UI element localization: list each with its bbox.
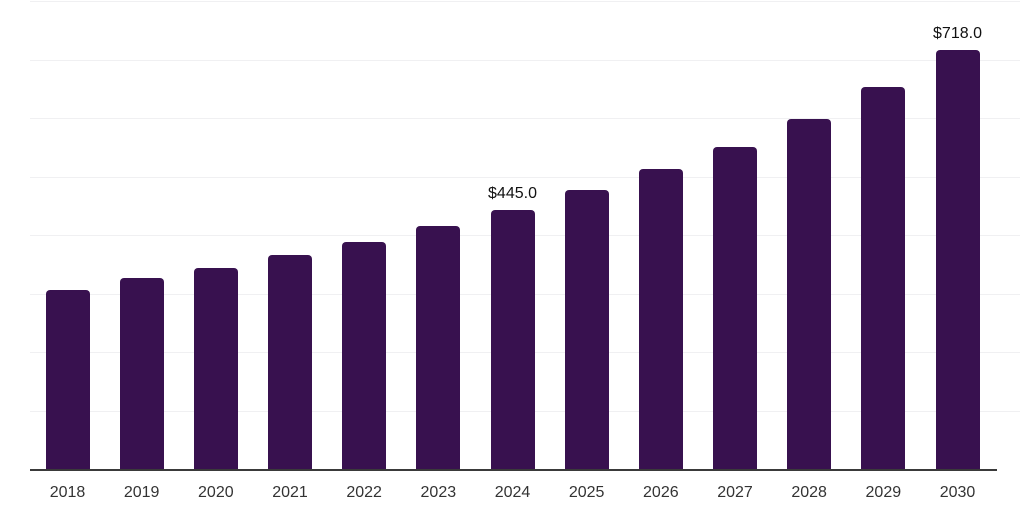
bar-2029 xyxy=(861,87,906,470)
bar-2021 xyxy=(268,254,312,470)
bar-2023 xyxy=(416,226,461,470)
gridline-600 xyxy=(30,118,1020,119)
gridline-500 xyxy=(30,176,1020,178)
x-tick-label-2029: 2029 xyxy=(865,484,902,501)
x-tick-label-2025: 2025 xyxy=(568,484,605,501)
bar-2025 xyxy=(564,190,609,470)
x-tick-label-2019: 2019 xyxy=(123,484,160,501)
value-label-2030: $718.0 xyxy=(933,24,982,42)
bar-2024 xyxy=(490,209,535,470)
bar-2019 xyxy=(119,277,164,470)
x-tick-label-2018: 2018 xyxy=(49,484,86,501)
gridline-800 xyxy=(30,1,1020,2)
x-tick-label-2024: 2024 xyxy=(494,484,531,501)
plot-area: $445.0 $718.0 xyxy=(30,1,1020,471)
x-tick-label-2023: 2023 xyxy=(420,484,457,501)
x-tick-label-2021: 2021 xyxy=(272,484,308,501)
x-tick-label-2020: 2020 xyxy=(198,484,234,501)
x-tick-label-2022: 2022 xyxy=(346,484,382,501)
x-tick-label-2030: 2030 xyxy=(939,484,976,501)
bar-2030 xyxy=(935,49,980,470)
gridline-700 xyxy=(30,59,1020,61)
bar-2022 xyxy=(342,241,387,470)
x-axis-line xyxy=(30,469,997,471)
bar-2020 xyxy=(193,267,238,470)
value-label-2024: $445.0 xyxy=(488,184,537,202)
x-tick-label-2027: 2027 xyxy=(717,484,753,501)
bar-2026 xyxy=(638,168,683,470)
bar-2027 xyxy=(713,146,757,470)
x-tick-label-2026: 2026 xyxy=(643,484,679,501)
bar-2028 xyxy=(787,119,832,470)
x-tick-label-2028: 2028 xyxy=(791,484,827,501)
bar-2018 xyxy=(45,289,90,470)
